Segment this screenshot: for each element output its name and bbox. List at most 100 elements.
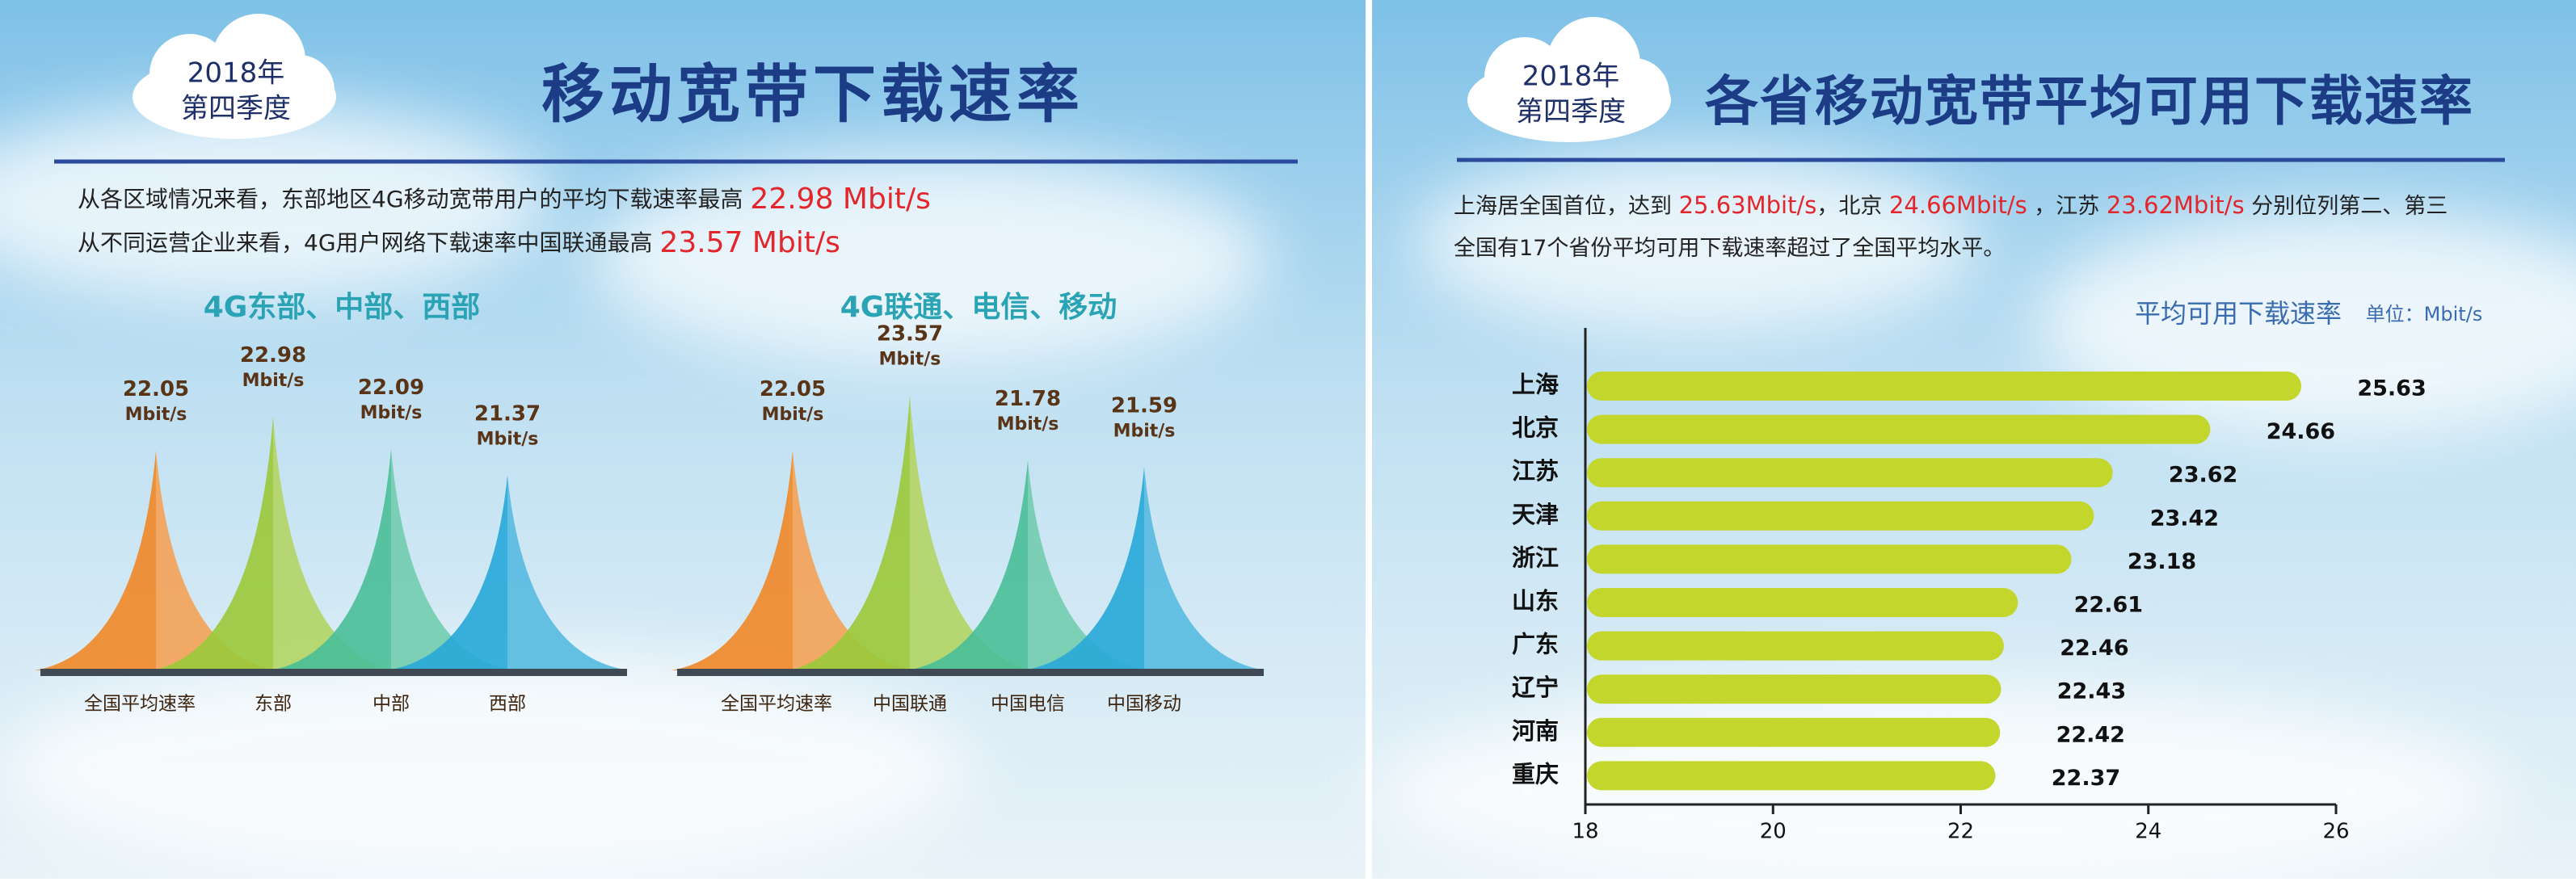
chart-title: 4G联通、电信、移动: [840, 291, 1118, 324]
peak-highlight: [273, 416, 394, 670]
peak-right: [910, 395, 1031, 670]
peak-highlight: [391, 448, 512, 670]
bar: [1587, 372, 2302, 401]
category-label: 中国移动: [1107, 694, 1181, 715]
peak-right: [507, 475, 629, 670]
baseline: [40, 669, 627, 676]
value-label: 22.05 Mbit/s: [760, 376, 826, 425]
peak-left: [907, 460, 1028, 670]
value-label-line: 21.78: [995, 386, 1061, 410]
baseline: [677, 669, 1264, 676]
category-label: 上海: [1512, 371, 1559, 398]
highlight-figure: 25.63Mbit/s: [1679, 191, 1817, 219]
category-label: 广东: [1512, 631, 1559, 658]
chart-subtitle: 单位：Mbit/s: [2366, 303, 2483, 326]
value-label: 21.37 Mbit/s: [474, 401, 541, 450]
value-label-line: 21.59: [1111, 393, 1177, 418]
badge-cloud: [133, 14, 336, 139]
value-label-line: Mbit/s: [242, 371, 305, 391]
peak-highlight: [156, 450, 277, 670]
chart-title: 4G东部、中部、西部: [204, 291, 481, 324]
value-label-line: 22.09: [358, 375, 424, 399]
value-label-line: Mbit/s: [762, 405, 824, 425]
value-label-line: 21.37: [474, 401, 541, 426]
bar: [1587, 717, 2001, 747]
badge-quarter: 第四季度: [181, 93, 291, 125]
category-label: 天津: [1512, 501, 1559, 528]
x-tick-label: 26: [2322, 820, 2349, 844]
value-label: 22.42: [2056, 722, 2125, 747]
bar: [1587, 501, 2094, 531]
divider: [1366, 0, 1372, 879]
bar: [1587, 414, 2211, 444]
category-label: 东部: [255, 694, 292, 715]
x-tick-label: 24: [2135, 820, 2161, 844]
paragraph-text: 分别位列第二、第三: [2245, 194, 2448, 219]
badge-quarter: 第四季度: [1516, 96, 1626, 128]
category-label: 全国平均速率: [84, 694, 196, 715]
value-label-line: Mbit/s: [477, 429, 539, 449]
panel-title: 各省移动宽带平均可用下载速率: [1705, 70, 2474, 132]
paragraph-text: ，江苏: [2027, 194, 2107, 219]
paragraph-text: 从各区域情况来看，东部地区4G移动宽带用户的平均下载速率最高: [78, 186, 750, 212]
bar: [1587, 631, 2004, 661]
peak-right: [273, 416, 394, 670]
paragraph-text: 上海居全国首位，达到: [1454, 194, 1679, 219]
peak-left: [789, 395, 910, 670]
category-label: 重庆: [1512, 760, 1559, 788]
category-label: 北京: [1512, 414, 1559, 442]
paragraph-line: 全国有17个省份平均可用下载速率超过了全国平均水平。: [1454, 236, 2005, 261]
peak-right: [793, 450, 914, 670]
value-label: 23.42: [2150, 506, 2219, 531]
peak-right: [1028, 460, 1149, 670]
value-label-line: Mbit/s: [879, 349, 941, 369]
peak-left: [671, 450, 793, 670]
category-label: 辽宁: [1512, 674, 1559, 701]
value-label: 22.37: [2052, 766, 2120, 791]
category-label: 山东: [1512, 587, 1559, 615]
value-label: 23.62: [2169, 463, 2237, 488]
peak-highlight: [793, 450, 914, 670]
value-label: 24.66: [2267, 419, 2335, 444]
category-label: 江苏: [1512, 457, 1559, 485]
category-label: 浙江: [1512, 544, 1559, 571]
paragraph-line: 上海居全国首位，达到 25.63Mbit/s，北京 24.66Mbit/s ，江…: [1454, 191, 2448, 219]
peak-highlight: [1144, 467, 1265, 670]
value-label-line: Mbit/s: [360, 403, 423, 423]
badge-cloud: [1467, 17, 1671, 142]
value-label: 23.57 Mbit/s: [877, 321, 943, 370]
value-label-line: 22.98: [240, 342, 306, 367]
value-label: 22.98 Mbit/s: [240, 342, 306, 391]
x-tick-label: 20: [1760, 820, 1787, 844]
category-label: 中部: [373, 694, 410, 715]
value-label: 22.43: [2057, 679, 2126, 704]
paragraph-line: 从各区域情况来看，东部地区4G移动宽带用户的平均下载速率最高 22.98 Mbi…: [78, 183, 931, 216]
value-label: 22.05 Mbit/s: [123, 376, 189, 425]
value-label-line: 22.05: [760, 376, 826, 401]
highlight-figure: 22.98 Mbit/s: [750, 183, 930, 216]
panel-title: 移动宽带下载速率: [541, 58, 1084, 131]
peak-highlight: [1028, 460, 1149, 670]
value-label: 25.63: [2357, 376, 2426, 401]
x-tick-label: 22: [1947, 820, 1974, 844]
highlight-figure: 23.62Mbit/s: [2107, 191, 2245, 219]
bar: [1587, 588, 2018, 617]
peak-highlight: [910, 395, 1031, 670]
chart-title: 平均可用下载速率: [2135, 298, 2342, 329]
category-label: 中国联通: [873, 694, 947, 715]
peak-right: [391, 448, 512, 670]
peak-right: [156, 450, 277, 670]
peak-left: [270, 448, 391, 670]
x-tick-label: 18: [1572, 820, 1598, 844]
value-label-line: Mbit/s: [1113, 421, 1176, 441]
bar: [1587, 458, 2113, 488]
bar: [1587, 544, 2072, 574]
peak-highlight: [507, 475, 629, 670]
highlight-figure: 23.57 Mbit/s: [659, 226, 840, 259]
paragraph-text: 全国有17个省份平均可用下载速率超过了全国平均水平。: [1454, 236, 2005, 261]
peak-left: [35, 450, 156, 670]
peak-right: [1144, 467, 1265, 670]
highlight-figure: 24.66Mbit/s: [1889, 191, 2027, 219]
